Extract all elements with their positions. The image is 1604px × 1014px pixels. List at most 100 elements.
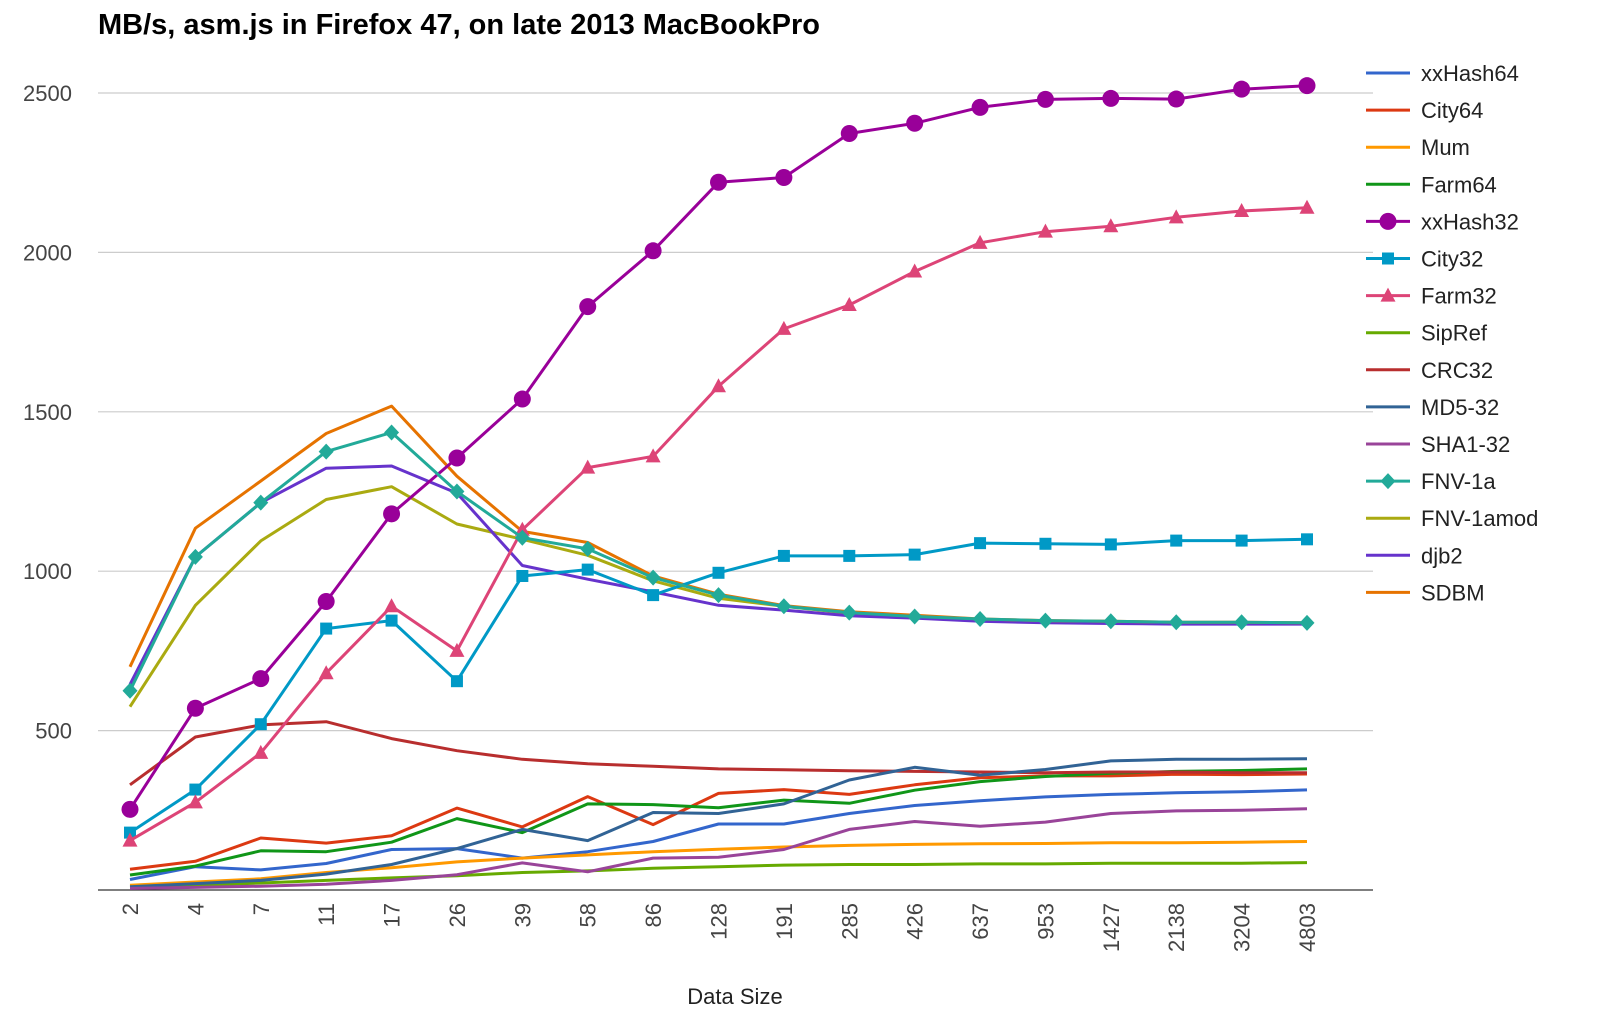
x-tick-label: 285 bbox=[837, 903, 862, 940]
data-point-fnv-1a bbox=[645, 569, 661, 586]
y-tick-label: 2000 bbox=[23, 240, 72, 265]
data-point-farm32 bbox=[318, 665, 334, 680]
series-city32 bbox=[124, 533, 1313, 839]
data-point-city32 bbox=[516, 569, 529, 582]
data-point-xxhash32 bbox=[906, 114, 924, 132]
legend-item-city64[interactable]: City64 bbox=[1366, 98, 1483, 123]
x-tick-label: 58 bbox=[576, 903, 601, 927]
x-tick-label: 4803 bbox=[1295, 903, 1320, 952]
legend-item-xxhash64[interactable]: xxHash64 bbox=[1366, 61, 1519, 86]
series-fnv-1a bbox=[122, 424, 1315, 699]
series-md5-32 bbox=[129, 757, 1308, 889]
y-tick-labels: 500 1000 1500 2000 2500 bbox=[23, 81, 72, 744]
legend-item-djb2[interactable]: djb2 bbox=[1366, 543, 1463, 568]
data-point-xxhash32 bbox=[1102, 89, 1120, 107]
legend-item-city32[interactable]: City32 bbox=[1366, 247, 1483, 272]
y-tick-label: 500 bbox=[35, 719, 72, 744]
data-point-city32 bbox=[385, 614, 398, 627]
data-point-xxhash32 bbox=[448, 449, 466, 467]
data-point-xxhash32 bbox=[1036, 90, 1054, 108]
data-point-city32 bbox=[1039, 537, 1052, 550]
series-line-crc32 bbox=[129, 720, 1307, 787]
series-mum bbox=[129, 840, 1308, 887]
data-point-fnv-1a bbox=[1299, 614, 1315, 631]
legend-label: Farm64 bbox=[1421, 172, 1497, 197]
data-point-farm32 bbox=[384, 598, 400, 613]
legend-marker bbox=[1382, 252, 1394, 265]
x-tick-label: 3204 bbox=[1230, 903, 1255, 952]
data-point-xxhash32 bbox=[710, 173, 727, 191]
data-point-fnv-1a bbox=[384, 424, 400, 441]
data-point-city32 bbox=[712, 566, 725, 579]
data-point-fnv-1a bbox=[711, 587, 726, 604]
data-point-city32 bbox=[974, 537, 987, 550]
data-point-fnv-1a bbox=[1037, 612, 1053, 629]
legend-item-mum[interactable]: Mum bbox=[1366, 135, 1470, 160]
legend-label: City64 bbox=[1421, 98, 1483, 123]
series-crc32 bbox=[129, 720, 1307, 787]
data-point-city32 bbox=[1170, 534, 1183, 547]
legend-label: SDBM bbox=[1421, 580, 1485, 605]
data-point-city32 bbox=[647, 589, 660, 602]
data-point-city32 bbox=[1301, 533, 1313, 546]
data-point-xxhash32 bbox=[1167, 90, 1185, 108]
legend-item-xxhash32[interactable]: xxHash32 bbox=[1366, 209, 1519, 234]
y-tick-label: 2500 bbox=[23, 81, 72, 106]
legend-label: djb2 bbox=[1421, 543, 1463, 568]
data-point-fnv-1a bbox=[514, 529, 530, 546]
data-point-city32 bbox=[1104, 538, 1117, 551]
legend-item-fnv-1amod[interactable]: FNV-1amod bbox=[1366, 506, 1538, 531]
data-point-fnv-1a bbox=[318, 443, 334, 460]
series-line-city32 bbox=[129, 537, 1308, 834]
legend-item-md5-32[interactable]: MD5-32 bbox=[1366, 395, 1499, 420]
y-tick-label: 1000 bbox=[23, 559, 72, 584]
series-line-sha1-32 bbox=[129, 807, 1308, 890]
data-point-city32 bbox=[450, 675, 463, 688]
data-point-farm32 bbox=[1037, 223, 1053, 238]
series-sha1-32 bbox=[129, 807, 1308, 890]
data-point-farm32 bbox=[1299, 199, 1315, 214]
data-point-city32 bbox=[254, 718, 267, 731]
data-point-xxhash32 bbox=[1298, 77, 1316, 95]
legend-item-sipref[interactable]: SipRef bbox=[1366, 321, 1488, 346]
data-point-xxhash32 bbox=[252, 670, 270, 688]
legend-label: Farm32 bbox=[1421, 284, 1497, 309]
x-tick-label: 39 bbox=[510, 903, 535, 927]
data-point-xxhash32 bbox=[840, 124, 858, 142]
y-tick-label: 1500 bbox=[23, 400, 72, 425]
legend-item-sdbm[interactable]: SDBM bbox=[1366, 580, 1485, 605]
x-tick-label: 17 bbox=[380, 903, 405, 927]
legend-item-sha1-32[interactable]: SHA1-32 bbox=[1366, 432, 1510, 457]
data-point-xxhash32 bbox=[513, 390, 531, 408]
legend-label: Mum bbox=[1421, 135, 1470, 160]
data-point-xxhash32 bbox=[317, 592, 335, 610]
data-point-farm32 bbox=[1234, 202, 1250, 217]
legend-item-crc32[interactable]: CRC32 bbox=[1366, 358, 1493, 383]
x-tick-label: 7 bbox=[249, 903, 274, 915]
legend-marker bbox=[1379, 212, 1397, 230]
legend-label: SipRef bbox=[1421, 321, 1488, 346]
series-line-xxhash64 bbox=[129, 788, 1308, 881]
data-point-farm32 bbox=[187, 794, 203, 809]
data-point-xxhash32 bbox=[1233, 80, 1251, 98]
x-tick-label: 128 bbox=[707, 903, 732, 940]
data-point-city32 bbox=[843, 549, 856, 562]
legend-item-farm32[interactable]: Farm32 bbox=[1366, 284, 1497, 309]
chart-title: MB/s, asm.js in Firefox 47, on late 2013… bbox=[98, 9, 820, 41]
legend-label: SHA1-32 bbox=[1421, 432, 1510, 457]
data-point-fnv-1a bbox=[1168, 614, 1184, 631]
series-line-sdbm bbox=[128, 404, 1308, 668]
data-point-city32 bbox=[908, 548, 921, 561]
x-tick-label: 426 bbox=[903, 903, 928, 940]
legend-item-fnv-1a[interactable]: FNV-1a bbox=[1366, 469, 1496, 494]
legend-item-farm64[interactable]: Farm64 bbox=[1366, 172, 1497, 197]
data-point-city32 bbox=[320, 622, 333, 635]
legend-label: FNV-1a bbox=[1421, 469, 1496, 494]
legend-marker bbox=[1380, 287, 1396, 302]
series-farm32 bbox=[122, 199, 1315, 847]
x-axis-label: Data Size bbox=[687, 984, 782, 1009]
grid-lines bbox=[98, 92, 1373, 732]
x-tick-label: 26 bbox=[445, 903, 470, 927]
series-xxhash64 bbox=[129, 788, 1308, 881]
